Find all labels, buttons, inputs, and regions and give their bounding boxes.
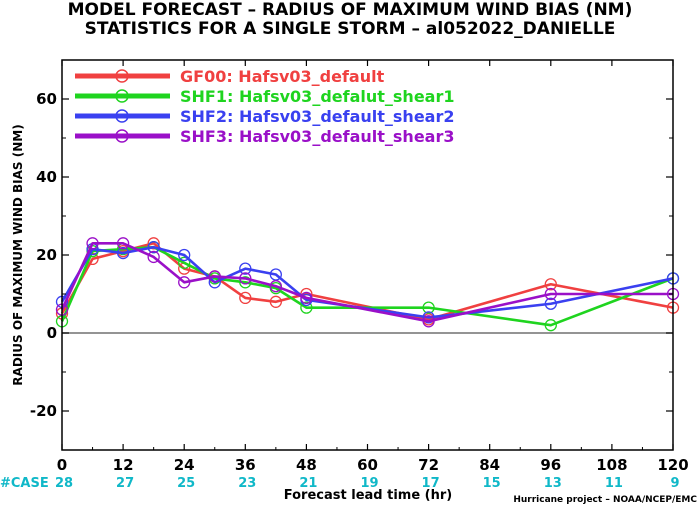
- chart-subtitle: STATISTICS FOR A SINGLE STORM – al052022…: [84, 19, 616, 39]
- series-point-0: [269, 295, 283, 308]
- series-point-3: [178, 276, 191, 289]
- x-tick-label: 12: [113, 456, 134, 474]
- series-point-2: [422, 311, 435, 324]
- series-point-2: [147, 241, 160, 254]
- series-point-1: [239, 276, 252, 289]
- series-point-0: [544, 278, 557, 291]
- case-count: 15: [483, 476, 501, 491]
- series-point-1: [544, 319, 557, 332]
- series-point-0: [147, 237, 160, 250]
- series-point-3: [208, 270, 221, 283]
- series-point-2: [239, 262, 252, 275]
- chart-title: MODEL FORECAST – RADIUS OF MAXIMUM WIND …: [67, 0, 633, 20]
- axis-layer: 0 28 12 27 24 25 36 23 48 21 60 19 72 17 84 15 96 13 108 11…: [0, 59, 689, 491]
- x-tick-label: 0: [57, 456, 67, 474]
- case-count: 13: [544, 476, 562, 491]
- case-count: 11: [605, 476, 623, 491]
- x-tick-label: 84: [479, 456, 500, 474]
- x-tick-label: 96: [540, 456, 561, 474]
- legend-marker-3: [115, 129, 129, 143]
- series-point-3: [116, 237, 130, 250]
- series-point-3: [86, 237, 99, 250]
- y-tick-label: 0: [47, 324, 57, 342]
- y-tick-label: -20: [30, 402, 57, 420]
- legend-label-2: SHF2: Hafsv03_default_shear2: [180, 107, 454, 126]
- series-point-2: [544, 297, 557, 310]
- case-count: 27: [116, 476, 134, 491]
- series-point-2: [269, 268, 283, 281]
- case-count: 17: [422, 476, 440, 491]
- series-point-3: [422, 315, 435, 328]
- legend-marker-2: [115, 109, 129, 123]
- x-axis-label: Forecast lead time (hr): [284, 488, 452, 503]
- credit-text: Hurricane project – NOAA/NCEP/EMC: [513, 495, 697, 505]
- case-count: 28: [55, 476, 73, 491]
- series-point-1: [178, 256, 191, 269]
- series-point-3: [239, 272, 252, 285]
- legend-marker-0: [115, 69, 129, 83]
- series-point-3: [269, 280, 283, 293]
- series-point-1: [300, 301, 313, 314]
- case-count: 23: [238, 476, 256, 491]
- y-axis-label: RADIUS OF MAXIMUM WIND BIAS (NM): [11, 124, 25, 385]
- case-label: #CASE: [0, 476, 49, 491]
- series-point-3: [544, 287, 557, 301]
- legend-marker-1: [115, 89, 129, 103]
- x-tick-label: 60: [357, 456, 378, 474]
- y-tick-label: 20: [36, 246, 57, 264]
- legend-label-0: GF00: Hafsv03_default: [180, 67, 385, 86]
- series-point-3: [300, 291, 313, 305]
- y-tick-label: 40: [36, 168, 57, 186]
- series-point-2: [178, 248, 191, 262]
- y-tick-label: 60: [36, 90, 57, 108]
- series-point-2: [116, 246, 130, 260]
- series-line-3: [60, 242, 673, 323]
- series-point-3: [147, 250, 160, 264]
- x-tick-label: 24: [174, 456, 195, 474]
- x-tick-label: 36: [235, 456, 256, 474]
- case-count: 9: [670, 476, 679, 491]
- x-tick-label: 120: [657, 456, 688, 474]
- case-count: 25: [177, 476, 195, 491]
- x-tick-label: 108: [596, 456, 627, 474]
- x-tick-label: 72: [418, 456, 439, 474]
- legend-label-1: SHF1: Hafsv03_defalut_shear1: [180, 87, 454, 106]
- case-count: 19: [360, 476, 378, 491]
- case-count: 21: [299, 476, 317, 491]
- x-tick-label: 48: [296, 456, 317, 474]
- series-point-0: [239, 291, 252, 305]
- series-layer: [55, 237, 680, 332]
- series-line-1: [60, 245, 674, 327]
- legend-label-3: SHF3: Hafsv03_default_shear3: [180, 127, 454, 146]
- series-point-1: [422, 301, 435, 314]
